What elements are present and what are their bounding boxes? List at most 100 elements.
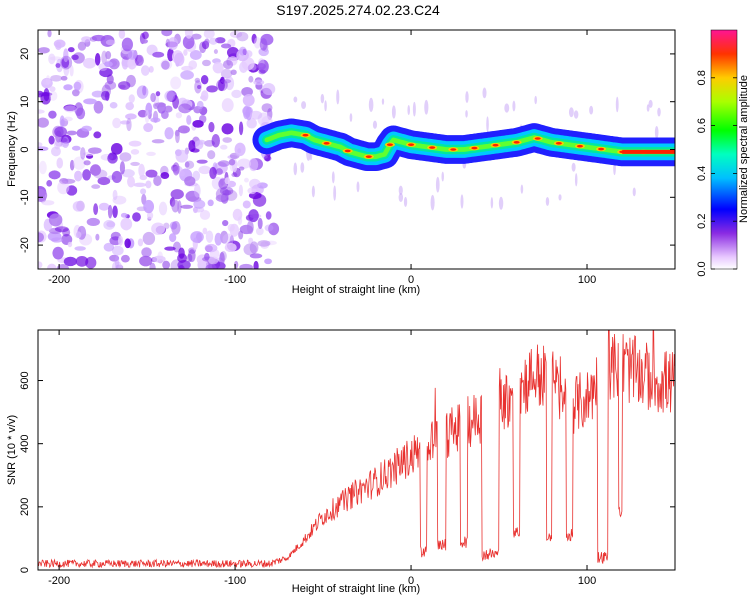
noise-blob [253,79,265,86]
noise-blob [61,178,76,184]
noise-blob [175,129,180,144]
noise-blob [59,115,65,128]
noise-blob [253,37,261,49]
noise-blob [93,100,104,114]
noise-blob [188,249,196,263]
noise-blob [178,264,185,269]
noise-blob [55,58,64,73]
noise-blob [41,77,53,89]
noise-blob [160,172,170,179]
noise-blob [71,54,79,61]
noise-blob [248,158,259,172]
noise-blob [75,231,82,239]
noise-blob [206,85,218,93]
colorbar-tick-label: 0.8 [696,70,708,85]
noise-blob [172,95,179,109]
x-tick-label: -200 [48,575,70,587]
hotspot-core [576,144,583,148]
noise-blob [164,246,176,251]
noise-blob [109,254,120,262]
noise-blob [201,59,211,67]
sidelobe-blob [486,116,489,132]
noise-blob [63,105,77,113]
hotspot-core [365,155,372,158]
noise-blob [93,131,102,139]
noise-blob [121,169,135,178]
hotspot-core [471,146,478,150]
noise-blob [207,199,214,207]
noise-blob [199,209,211,220]
noise-blob [172,165,183,174]
noise-blob [81,125,92,132]
y-tick-label: 200 [19,498,31,516]
noise-blob [93,203,99,216]
noise-blob [268,222,280,236]
noise-blob [57,180,70,195]
noise-blob [110,142,123,155]
noise-blob [249,253,263,259]
noise-blob [190,231,204,243]
noise-blob [189,50,202,61]
noise-blob [265,211,272,220]
noise-blob [73,156,86,170]
noise-blob [259,38,268,51]
noise-blob [236,31,249,42]
noise-blob [246,220,254,235]
noise-blob [94,53,101,66]
noise-blob [132,212,141,222]
sidelobe-blob [398,185,403,196]
y-tick-label: 400 [19,435,31,453]
noise-blob [250,110,263,120]
noise-blob [209,166,217,179]
noise-blob [171,221,181,235]
noise-blob [194,80,202,94]
noise-blob [253,260,259,269]
noise-blob [203,30,215,39]
noise-blob [249,241,259,254]
noise-blob [112,189,118,201]
noise-blob [63,48,69,63]
noise-blob [175,149,189,163]
noise-blob [83,98,97,105]
noise-blob [71,145,81,151]
noise-blob [63,84,73,91]
noise-blob [107,153,118,164]
y-tick-label: 10 [19,96,31,108]
sidelobe-blob [654,125,659,139]
noise-blob [126,74,136,88]
hotspot-core [555,141,562,145]
noise-blob [256,63,266,70]
noise-blob [171,199,180,213]
x-tick-label: 100 [578,274,596,286]
noise-blob [244,177,249,183]
noise-blob [198,165,212,175]
noise-blob [40,92,51,105]
sidelobe-blob [381,98,385,105]
noise-blob [170,76,182,90]
noise-blob [47,30,52,38]
noise-blob [186,115,192,125]
noise-blob [55,63,61,68]
noise-blob [63,256,78,267]
noise-blob [127,49,138,60]
noise-blob [182,35,195,50]
noise-blob [140,65,150,76]
noise-blob [95,233,100,241]
hotspot-core [450,148,457,151]
colorbar-tick-label: 0.0 [696,261,708,276]
sidelobe-blob [398,192,404,202]
noise-blob [47,263,57,269]
noise-blob [51,237,63,243]
y-tick-label: 20 [19,48,31,60]
noise-blob [48,53,56,65]
noise-blob [145,102,153,116]
noise-blob [126,118,132,132]
spectrogram-ylabel: Frequency (Hz) [6,111,18,187]
sidelobe-blob [545,196,550,206]
y-tick-label: 0 [19,567,31,573]
noise-blob [164,105,173,113]
noise-blob [220,230,229,244]
sidelobe-blob [615,96,619,113]
chart-title: S197.2025.274.02.23.C24 [276,2,440,18]
noise-blob [130,161,140,166]
